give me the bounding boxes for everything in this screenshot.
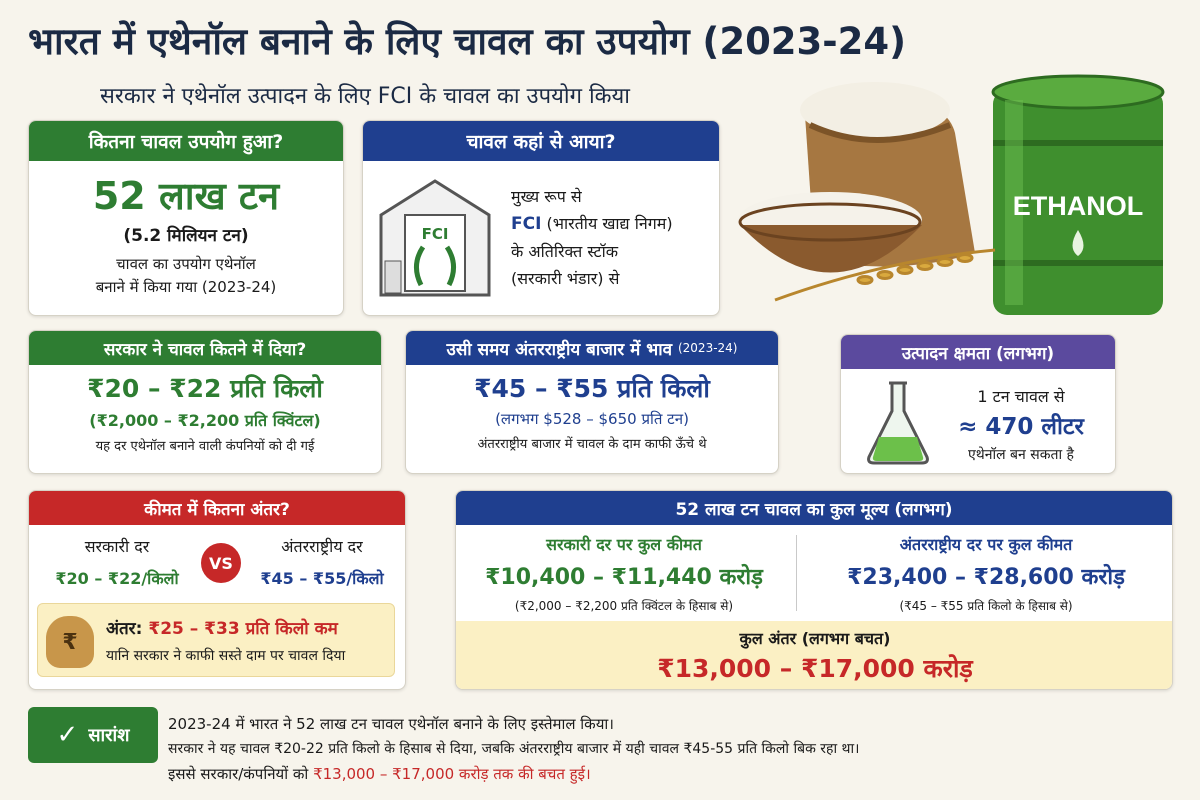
page-title: भारत में एथेनॉल बनाने के लिए चावल का उपय… bbox=[28, 20, 907, 63]
source-line3: के अतिरिक्त स्टॉक bbox=[511, 242, 619, 261]
source-header: चावल कहां से आया? bbox=[363, 121, 719, 161]
total-left-note: (₹2,000 – ₹2,200 प्रति क्विंटल के हिसाब … bbox=[514, 599, 734, 613]
total-right-note: (₹45 – ₹55 प्रति किलो के हिसाब से) bbox=[899, 599, 1073, 613]
compare-diff-note: यानि सरकार ने काफी सस्ते दाम पर चावल दिय… bbox=[106, 648, 346, 664]
intl-price-header: उसी समय अंतरराष्ट्रीय बाजार में भाव bbox=[446, 339, 673, 360]
capacity-card: उत्पादन क्षमता (लगभग) 1 टन चावल से ≈ 470… bbox=[840, 334, 1116, 474]
usage-card: कितना चावल उपयोग हुआ? 52 लाख टन (5.2 मिल… bbox=[28, 120, 344, 316]
source-line4: (सरकारी भंडार) से bbox=[511, 269, 620, 288]
flask-icon bbox=[867, 381, 929, 465]
compare-diff-value: ₹25 – ₹33 प्रति किलो कम bbox=[148, 619, 338, 639]
compare-left-label: सरकारी दर bbox=[84, 537, 150, 556]
usage-million: (5.2 मिलियन टन) bbox=[123, 226, 249, 246]
usage-amount: 52 लाख टन bbox=[92, 174, 280, 218]
total-left-title: सरकारी दर पर कुल कीमत bbox=[546, 535, 702, 554]
fci-building-label: FCI bbox=[422, 225, 449, 243]
fci-warehouse-icon: FCI bbox=[379, 179, 491, 297]
barrel-label: ETHANOL bbox=[1013, 191, 1144, 221]
compare-diff-label: अंतर: bbox=[106, 619, 143, 639]
source-card: चावल कहां से आया? FCI मुख्य रूप से FCI (… bbox=[362, 120, 720, 316]
page-subtitle: सरकार ने एथेनॉल उत्पादन के लिए FCI के चा… bbox=[100, 84, 631, 109]
summary-line2: सरकार ने यह चावल ₹20-22 प्रति किलो के हि… bbox=[168, 741, 860, 757]
total-diff-value: ₹13,000 – ₹17,000 करोड़ bbox=[657, 654, 973, 683]
total-value-header: 52 लाख टन चावल का कुल मूल्य (लगभग) bbox=[456, 491, 1172, 525]
total-right-title: अंतरराष्ट्रीय दर पर कुल कीमत bbox=[899, 535, 1073, 554]
rice-ethanol-illustration: ETHANOL bbox=[738, 74, 1165, 315]
rice-bowl-icon bbox=[738, 192, 922, 273]
money-bag-icon: ₹ bbox=[46, 616, 94, 668]
summary-line3-red: ₹13,000 – ₹17,000 करोड़ तक की बचत हुई। bbox=[313, 765, 591, 783]
compare-right-label: अंतरराष्ट्रीय दर bbox=[281, 537, 363, 556]
total-value-card: 52 लाख टन चावल का कुल मूल्य (लगभग) सरकार… bbox=[455, 490, 1173, 690]
usage-line1: चावल का उपयोग एथेनॉल bbox=[116, 255, 256, 273]
compare-right-value: ₹45 – ₹55/किलो bbox=[260, 569, 384, 588]
total-right-value: ₹23,400 – ₹28,600 करोड़ bbox=[847, 565, 1125, 590]
check-icon: ✓ bbox=[56, 720, 79, 750]
compare-card: कीमत में कितना अंतर? सरकारी दर ₹20 – ₹22… bbox=[28, 490, 406, 690]
govt-price-value: ₹20 – ₹22 प्रति किलो bbox=[87, 374, 323, 403]
intl-price-year: (2023-24) bbox=[677, 341, 738, 355]
compare-header: कीमत में कितना अंतर? bbox=[29, 491, 405, 525]
intl-price-note: अंतरराष्ट्रीय बाजार में चावल के दाम काफी… bbox=[477, 437, 707, 452]
summary-badge-label: सारांश bbox=[88, 725, 130, 746]
capacity-line1: 1 टन चावल से bbox=[977, 387, 1065, 406]
capacity-value: ≈ 470 लीटर bbox=[958, 414, 1084, 440]
capacity-header: उत्पादन क्षमता (लगभग) bbox=[841, 335, 1115, 369]
govt-price-header: सरकार ने चावल कितने में दिया? bbox=[29, 331, 381, 365]
vs-badge: VS bbox=[201, 543, 241, 583]
source-line1: मुख्य रूप से bbox=[511, 187, 582, 206]
intl-price-card: उसी समय अंतरराष्ट्रीय बाजार में भाव (202… bbox=[405, 330, 779, 474]
paddy-stalk-icon bbox=[774, 248, 996, 302]
compare-left-value: ₹20 – ₹22/किलो bbox=[55, 569, 179, 588]
intl-price-value: ₹45 – ₹55 प्रति किलो bbox=[474, 374, 710, 403]
total-diff-box: कुल अंतर (लगभग बचत) ₹13,000 – ₹17,000 कर… bbox=[456, 621, 1172, 689]
intl-price-usd: (लगभग $528 – $650 प्रति टन) bbox=[495, 410, 689, 428]
govt-price-quintal: (₹2,000 – ₹2,200 प्रति क्विंटल) bbox=[89, 411, 321, 430]
govt-price-note: यह दर एथेनॉल बनाने वाली कंपनियों को दी ग… bbox=[95, 439, 315, 454]
total-divider bbox=[796, 535, 797, 611]
summary-line3-pre: इससे सरकार/कंपनियों को bbox=[168, 765, 314, 783]
source-line2: (भारतीय खाद्य निगम) bbox=[541, 214, 673, 233]
usage-line2: बनाने में किया गया (2023-24) bbox=[95, 278, 277, 296]
total-left-value: ₹10,400 – ₹11,440 करोड़ bbox=[485, 565, 763, 590]
usage-header: कितना चावल उपयोग हुआ? bbox=[29, 121, 343, 161]
source-fci: FCI bbox=[511, 214, 542, 234]
ethanol-barrel-icon: ETHANOL bbox=[991, 74, 1165, 315]
capacity-line2: एथेनॉल बन सकता है bbox=[968, 447, 1074, 463]
compare-diff-box: ₹ अंतर: ₹25 – ₹33 प्रति किलो कम यानि सरक… bbox=[37, 603, 395, 677]
summary-line1: 2023-24 में भारत ने 52 लाख टन चावल एथेनॉ… bbox=[168, 715, 614, 733]
summary-badge: ✓ सारांश bbox=[28, 707, 158, 763]
govt-price-card: सरकार ने चावल कितने में दिया? ₹20 – ₹22 … bbox=[28, 330, 382, 474]
total-diff-title: कुल अंतर (लगभग बचत) bbox=[739, 629, 891, 648]
